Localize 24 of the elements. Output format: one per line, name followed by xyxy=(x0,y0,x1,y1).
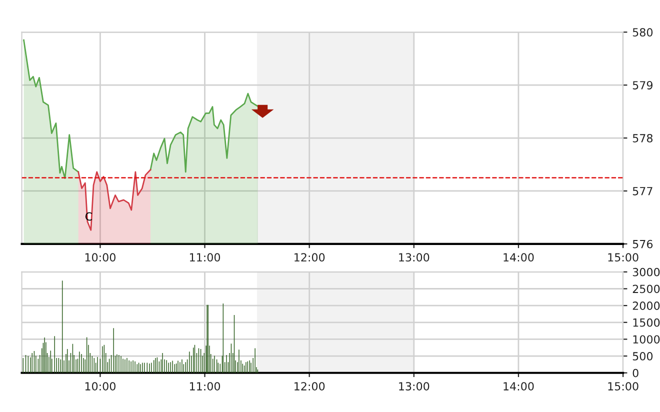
y-tick-label: 2500 xyxy=(632,284,660,294)
x-tick-label: 12:00 xyxy=(294,382,325,390)
x-tick-label: 10:00 xyxy=(85,253,116,262)
y-tick-label: 0 xyxy=(632,368,638,378)
x-tick-label: 13:00 xyxy=(399,382,430,390)
y-tick-label: 1500 xyxy=(633,318,660,327)
y-tick-label: 1000 xyxy=(633,335,660,344)
x-tick-label: 15:00 xyxy=(608,253,638,262)
x-tick-label: 11:00 xyxy=(190,382,220,390)
y-tick-label: 576 xyxy=(632,240,653,248)
y-tick-label: 578 xyxy=(632,134,653,142)
x-tick-label: 10:00 xyxy=(85,382,116,390)
y-tick-label: 2000 xyxy=(632,302,660,310)
x-tick-label: 11:00 xyxy=(190,253,220,262)
y-tick-label: 3000 xyxy=(632,268,660,276)
y-tick-label: 500 xyxy=(632,352,653,360)
y-tick-label: 580 xyxy=(632,28,653,37)
y-tick-label: 577 xyxy=(632,187,652,196)
x-tick-label: 14:00 xyxy=(504,253,534,262)
x-tick-label: 14:00 xyxy=(504,382,534,390)
x-tick-label: 15:00 xyxy=(608,382,638,390)
y-tick-label: 579 xyxy=(632,81,652,90)
x-tick-label: 12:00 xyxy=(294,253,325,262)
x-tick-label: 13:00 xyxy=(399,253,430,262)
